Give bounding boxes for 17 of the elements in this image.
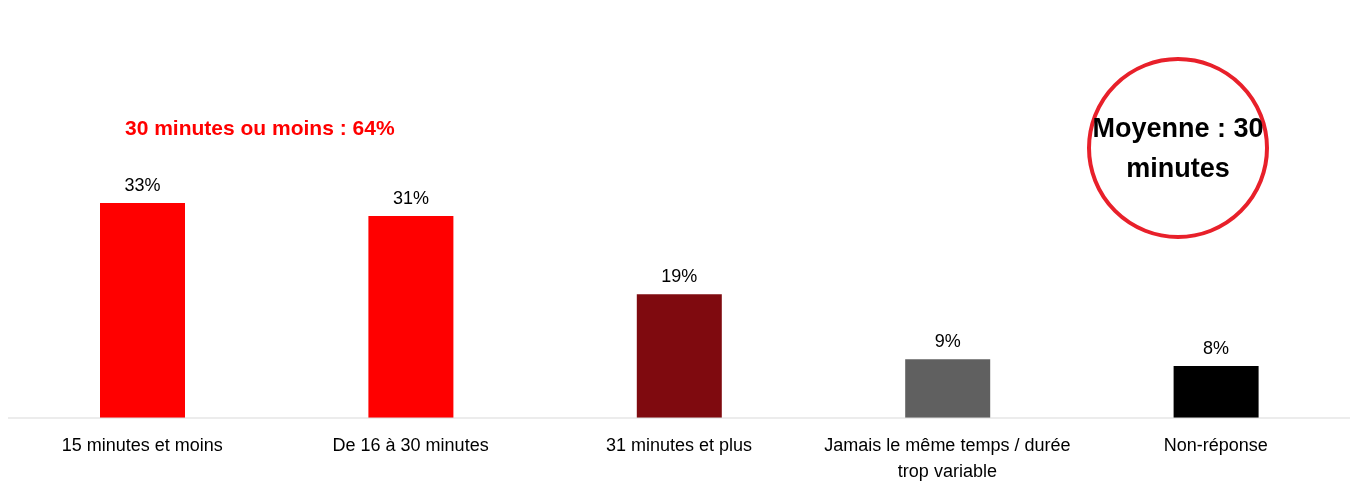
x-tick-label: 31 minutes et plus [605, 434, 753, 455]
bar [636, 294, 722, 418]
text: Moyenne : 30 minutes [1092, 112, 1264, 185]
bar [1173, 365, 1259, 418]
text: 30 minutes ou moins : 64% [125, 116, 395, 140]
x-tick-label: De 16 à 30 minutes [332, 434, 489, 455]
x-tick-label: 15 minutes et moins [61, 434, 223, 455]
x-tick-label: Non-réponse [1163, 434, 1268, 455]
data-label: 9% [934, 331, 961, 352]
data-label: 33% [124, 175, 161, 195]
data-label: 19% [661, 266, 698, 287]
data-label: 8% [1203, 337, 1230, 358]
x-tick-label: Jamais le même temps / durée trop variable [824, 434, 1071, 481]
data-label: 31% [392, 188, 429, 209]
bar [368, 216, 454, 418]
bar [905, 359, 991, 418]
bar [100, 203, 185, 418]
